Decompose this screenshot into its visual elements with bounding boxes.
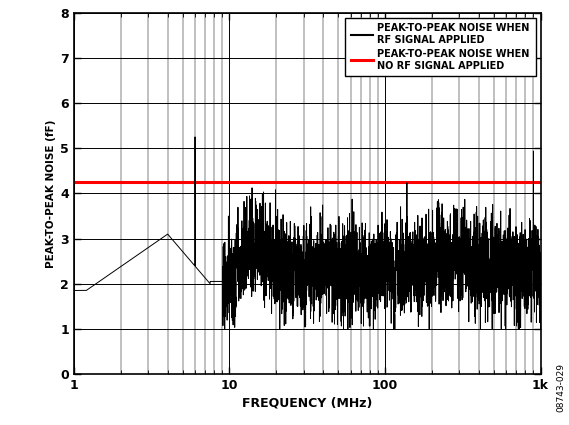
Text: 08743-029: 08743-029 xyxy=(556,363,565,412)
Legend: PEAK-TO-PEAK NOISE WHEN
RF SIGNAL APPLIED, PEAK-TO-PEAK NOISE WHEN
NO RF SIGNAL : PEAK-TO-PEAK NOISE WHEN RF SIGNAL APPLIE… xyxy=(345,17,535,76)
X-axis label: FREQUENCY (MHz): FREQUENCY (MHz) xyxy=(242,396,373,409)
Y-axis label: PEAK-TO-PEAK NOISE (fF): PEAK-TO-PEAK NOISE (fF) xyxy=(46,119,56,268)
